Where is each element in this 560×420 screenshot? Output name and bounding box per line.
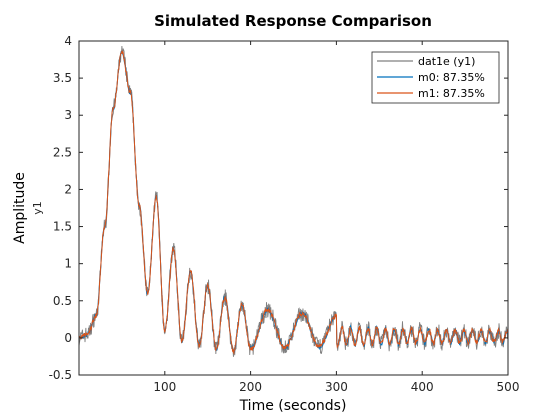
x-tick-label: 500	[497, 380, 520, 394]
series-layer	[78, 46, 509, 357]
y-tick-label: 2	[64, 182, 72, 196]
legend-label-m1: m1: 87.35%	[418, 87, 485, 100]
y-tick-label: 4	[64, 34, 72, 48]
x-tick-label: 200	[239, 380, 262, 394]
y-axis-label: Amplitude	[12, 172, 28, 244]
y-tick-label: -0.5	[49, 368, 72, 382]
y-tick-label: 0	[64, 331, 72, 345]
series-line-m1	[78, 49, 509, 355]
x-axis-label: Time (seconds)	[239, 398, 347, 414]
legend: dat1e (y1) m0: 87.35% m1: 87.35%	[371, 51, 500, 104]
x-tick-label: 400	[411, 380, 434, 394]
ticks-layer: 100 200 300 400 500 -0.5 0 0.5 1 1.5 2 2.5 3 3.5 4	[49, 34, 520, 394]
y-tick-label: 3	[64, 108, 72, 122]
x-tick-label: 100	[153, 380, 176, 394]
y-tick-label: 3.5	[53, 71, 72, 85]
axes-box	[78, 40, 509, 376]
legend-label-dat1e: dat1e (y1)	[418, 55, 475, 68]
chart-title: Simulated Response Comparison	[154, 12, 432, 30]
y-tick-label: 1	[64, 257, 72, 271]
y-tick-label: 0.5	[53, 294, 72, 308]
legend-label-m0: m0: 87.35%	[418, 71, 485, 84]
y-tick-label: 1.5	[53, 220, 72, 234]
x-tick-label: 300	[325, 380, 348, 394]
y-channel-label: y1	[31, 201, 44, 215]
y-tick-label: 2.5	[53, 145, 72, 159]
